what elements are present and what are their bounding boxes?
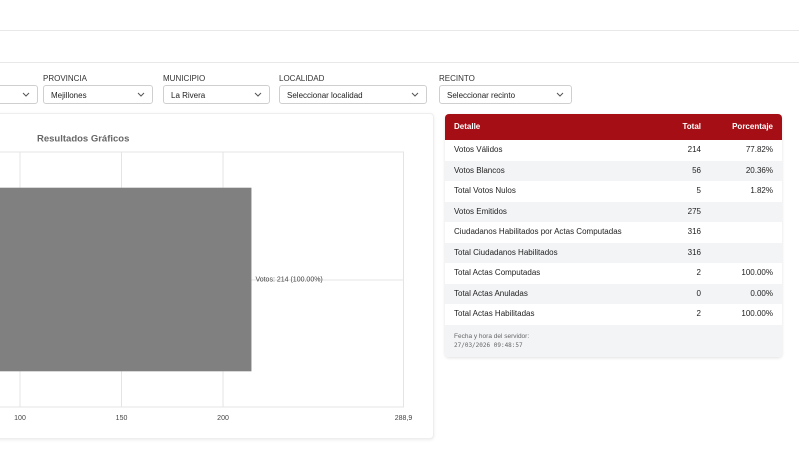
table-row: Total Ciudadanos Habilitados 316 xyxy=(445,242,782,263)
table-cell: 1.82% xyxy=(750,186,773,195)
table-cell: 100.00% xyxy=(741,309,773,318)
table-cell: Votos Blancos xyxy=(454,165,505,175)
select[interactable]: La Rivera xyxy=(163,85,270,104)
results-table: Detalle Total Porcentaje Votos Válidos 214 77… xyxy=(445,114,782,357)
table-cell: 20.36% xyxy=(745,165,773,175)
select[interactable]: Seleccionar localidad xyxy=(279,85,427,104)
table-row: Total Actas Anuladas 0 0.00% xyxy=(445,283,782,304)
table-cell: 0 xyxy=(696,288,701,298)
x-tick-label: 200 xyxy=(217,415,229,422)
table-cell: 5 xyxy=(696,186,701,195)
chevron-path xyxy=(137,92,145,97)
chart: Resultados Gráficos 100 150 200 288,9 Votos: … xyxy=(0,134,413,422)
table-cell: Total Votos Nulos xyxy=(454,186,516,195)
table-cell: 275 xyxy=(687,206,701,216)
filter-label: MUNICIPIO xyxy=(163,74,206,83)
x-tick-label: 100 xyxy=(14,415,26,422)
column-header: Total xyxy=(682,122,701,131)
filter-label: RECINTO xyxy=(439,74,475,83)
select-value: Seleccionar recinto xyxy=(447,91,516,100)
select[interactable]: Seleccionar recinto xyxy=(439,85,572,104)
table-cell: 316 xyxy=(687,247,701,257)
chart-title: Resultados Gráficos xyxy=(37,134,129,145)
divider xyxy=(0,62,799,63)
table-cell: Votos Válidos xyxy=(454,145,503,154)
table-cell: Ciudadanos Habilitados por Actas Computa… xyxy=(454,227,622,236)
chevron xyxy=(254,92,262,97)
table-cell: 2 xyxy=(696,309,701,318)
data-label: Votos: 214 (100.00%) xyxy=(255,276,322,283)
x-tick-label: 150 xyxy=(116,415,128,422)
select-value: Mejillones xyxy=(51,91,87,100)
timestamp: 27/03/2026 09:48:57 xyxy=(454,341,523,349)
table-cell: 77.82% xyxy=(745,145,773,154)
table-header: Detalle Total Porcentaje xyxy=(445,114,782,140)
table-row: Votos Blancos 56 20.36% xyxy=(445,160,782,181)
chevron-path xyxy=(411,92,419,97)
table-row: Total Votos Nulos 5 1.82% xyxy=(445,181,782,202)
table-cell: Votos Emitidos xyxy=(454,206,507,216)
bar xyxy=(0,187,252,372)
table-cell: 316 xyxy=(687,227,701,236)
table-cell: 0.00% xyxy=(750,288,773,298)
footer-label: Fecha y hora del servidor: xyxy=(454,332,530,340)
table-row: Ciudadanos Habilitados por Actas Computa… xyxy=(445,222,782,243)
table-cell: 2 xyxy=(696,268,701,277)
chevron-path xyxy=(254,92,262,97)
chevron xyxy=(411,92,419,97)
table-cell: 214 xyxy=(687,145,701,154)
table-row: Total Actas Computadas 2 100.00% xyxy=(445,263,782,284)
table-row: Total Actas Habilitadas 2 100.00% xyxy=(445,304,782,325)
table-cell: 56 xyxy=(692,165,701,175)
select-value: Seleccionar localidad xyxy=(287,91,363,100)
table-cell: Total Actas Anuladas xyxy=(454,288,528,298)
chevron xyxy=(556,92,564,97)
table-cell: 100.00% xyxy=(741,268,773,277)
select-value: La Rivera xyxy=(171,91,206,100)
chevron-path xyxy=(556,92,564,97)
table-cell: Total Actas Habilitadas xyxy=(454,309,535,318)
chart-card: Resultados Gráficos 100 150 200 288,9 Votos: … xyxy=(0,113,434,439)
select[interactable] xyxy=(0,85,38,104)
table-row: Votos Emitidos 275 xyxy=(445,201,782,222)
select[interactable]: Mejillones xyxy=(43,85,153,104)
table-cell: Total Actas Computadas xyxy=(454,268,541,277)
chevron xyxy=(137,92,145,97)
table-row: Votos Válidos 214 77.82% xyxy=(445,140,782,161)
table-cell: Total Ciudadanos Habilitados xyxy=(454,247,558,257)
divider xyxy=(0,30,799,31)
table-footer: Fecha y hora del servidor: 27/03/2026 09:… xyxy=(445,324,782,357)
filter-label: PROVINCIA xyxy=(43,74,88,83)
column-header: Detalle xyxy=(454,122,481,131)
chevron xyxy=(22,92,30,97)
filter-label: LOCALIDAD xyxy=(279,74,325,83)
column-header: Porcentaje xyxy=(732,122,773,131)
x-tick-label: 288,9 xyxy=(395,415,413,422)
